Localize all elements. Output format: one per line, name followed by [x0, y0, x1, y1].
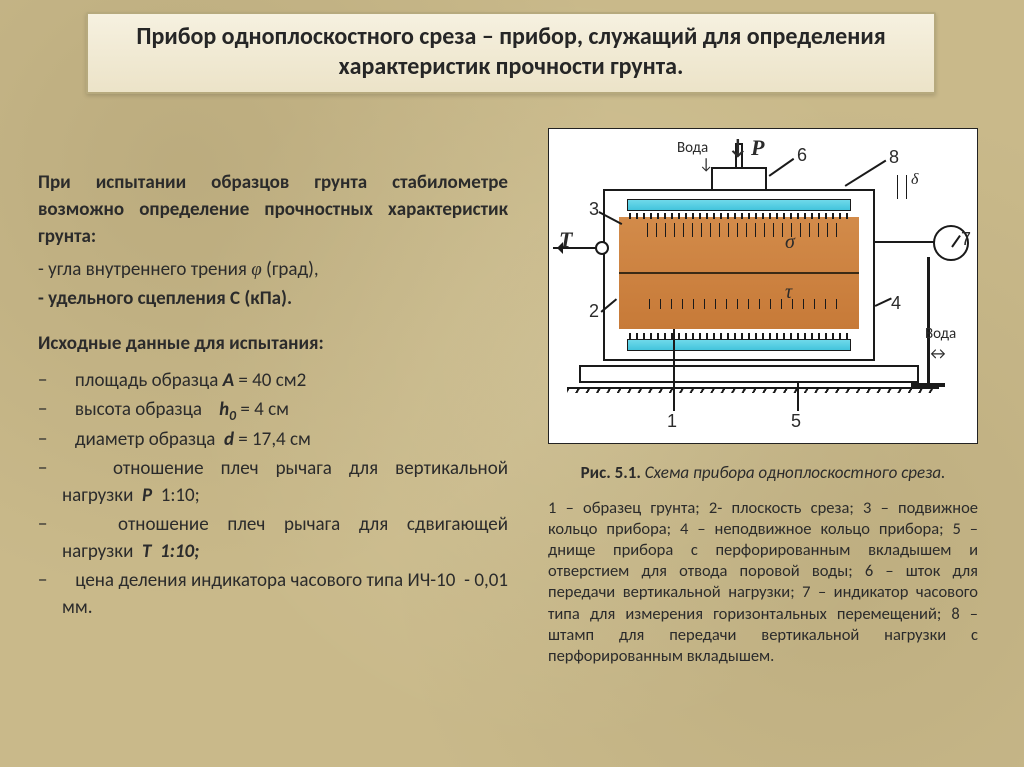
tau-label: τ	[785, 281, 792, 304]
list-item: − диаметр образца d = 17,4 см	[38, 427, 508, 454]
water-in-arrow-icon: ↓	[699, 155, 713, 174]
gauge-base	[911, 383, 945, 387]
param-phi-prefix: - угла внутреннего трения	[38, 258, 251, 281]
param-c: - удельного сцепления С (кПа).	[38, 286, 508, 313]
load-stamp	[711, 167, 767, 191]
delta-label: δ	[911, 171, 918, 189]
device-base	[579, 365, 919, 383]
title-box: Прибор одноплоскостного среза – прибор, …	[86, 12, 936, 94]
callout-4: 4	[891, 293, 901, 314]
t-hook	[595, 241, 609, 255]
water-out-arrow-icon: ↔	[927, 343, 945, 364]
shear-plane	[619, 272, 859, 274]
page-title: Прибор одноплоскостного среза – прибор, …	[108, 22, 914, 82]
p-label: P	[751, 135, 764, 161]
sigma-arrows	[639, 223, 839, 237]
list-item: − площадь образца А = 40 см2	[38, 368, 508, 395]
water-bottom	[627, 339, 851, 351]
delta-mark	[897, 175, 907, 199]
data-list: − площадь образца А = 40 см2 − высота об…	[38, 368, 508, 622]
tau-arrows	[639, 299, 839, 309]
callout-6: 6	[797, 145, 807, 166]
gauge-stand	[927, 257, 930, 385]
param-phi-suffix: (град),	[262, 258, 319, 281]
figure-legend: 1 – образец грунта; 2- плоскость среза; …	[548, 498, 978, 667]
ground-hatch	[567, 387, 939, 393]
list-item: − цена деления индикатора часового типа …	[38, 568, 508, 622]
water-top	[627, 199, 851, 211]
list-item: − отношение плеч рычага для вертикальной…	[38, 456, 508, 510]
perforated-top	[629, 213, 849, 219]
p-arrow-icon: ↓	[728, 133, 748, 160]
callout-1: 1	[667, 411, 677, 432]
sigma-label: σ	[785, 231, 795, 254]
callout-8: 8	[889, 147, 899, 168]
lead-1	[673, 329, 675, 411]
gauge-rod	[875, 241, 935, 243]
intro-text: При испытании образцов грунта стабиломет…	[38, 170, 508, 251]
lead-4	[875, 297, 892, 306]
lead-8	[845, 160, 887, 187]
section-head: Исходные данные для испытания:	[38, 331, 508, 358]
perforated-bottom	[629, 333, 849, 339]
callout-3: 3	[589, 199, 599, 220]
list-item: − отношение плеч рычага для сдвигающей н…	[38, 512, 508, 566]
param-phi: - угла внутреннего трения φ (град),	[38, 257, 508, 284]
lead-5	[797, 383, 799, 411]
shear-device-diagram: ↓ P Вода ↓ T σ τ δ Вода ↔ 1 2 3 4 5 6 7 …	[549, 129, 977, 443]
phi-symbol: φ	[251, 259, 262, 280]
figure-caption: Рис. 5.1. Схема прибора одноплоскостного…	[548, 462, 978, 483]
figure-label: Рис. 5.1.	[581, 462, 641, 483]
lead-6	[769, 158, 794, 176]
left-column: При испытании образцов грунта стабиломет…	[38, 170, 508, 624]
figure-caption-text: Схема прибора одноплоскостного среза.	[645, 462, 946, 483]
water-out-label: Вода	[925, 325, 956, 343]
callout-7: 7	[961, 229, 971, 250]
section-head-text: Исходные данные для испытания:	[38, 332, 324, 355]
callout-5: 5	[791, 411, 801, 432]
callout-2: 2	[589, 301, 599, 322]
figure-frame: ↓ P Вода ↓ T σ τ δ Вода ↔ 1 2 3 4 5 6 7 …	[548, 128, 978, 444]
list-item: − высота образца h0 = 4 см	[38, 397, 508, 425]
